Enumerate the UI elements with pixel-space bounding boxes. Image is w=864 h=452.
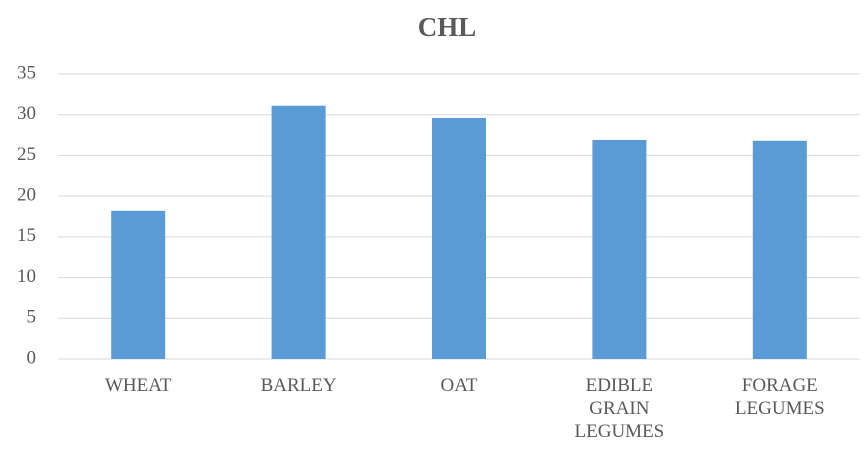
x-tick-label: EDIBLE GRAIN LEGUMES bbox=[574, 375, 665, 442]
y-tick-label: 30 bbox=[17, 103, 36, 124]
bar bbox=[271, 105, 326, 359]
bar bbox=[592, 139, 647, 359]
bar bbox=[432, 117, 486, 359]
x-tick-label: WHEAT bbox=[104, 375, 172, 396]
y-tick-label: 0 bbox=[27, 347, 37, 368]
y-tick-label: 5 bbox=[27, 307, 37, 328]
chart-title: CHL bbox=[418, 12, 477, 42]
x-tick-label: FORAGE LEGUMES bbox=[734, 375, 825, 419]
x-tick-label: BARLEY bbox=[260, 375, 337, 396]
x-tick-label: OAT bbox=[440, 375, 478, 396]
bar bbox=[111, 210, 166, 359]
y-tick-label: 25 bbox=[17, 144, 36, 165]
y-tick-label: 15 bbox=[17, 225, 36, 246]
y-tick-label: 35 bbox=[17, 62, 36, 83]
bar bbox=[752, 140, 807, 359]
y-tick-label: 20 bbox=[17, 185, 36, 206]
y-tick-label: 10 bbox=[17, 266, 36, 287]
